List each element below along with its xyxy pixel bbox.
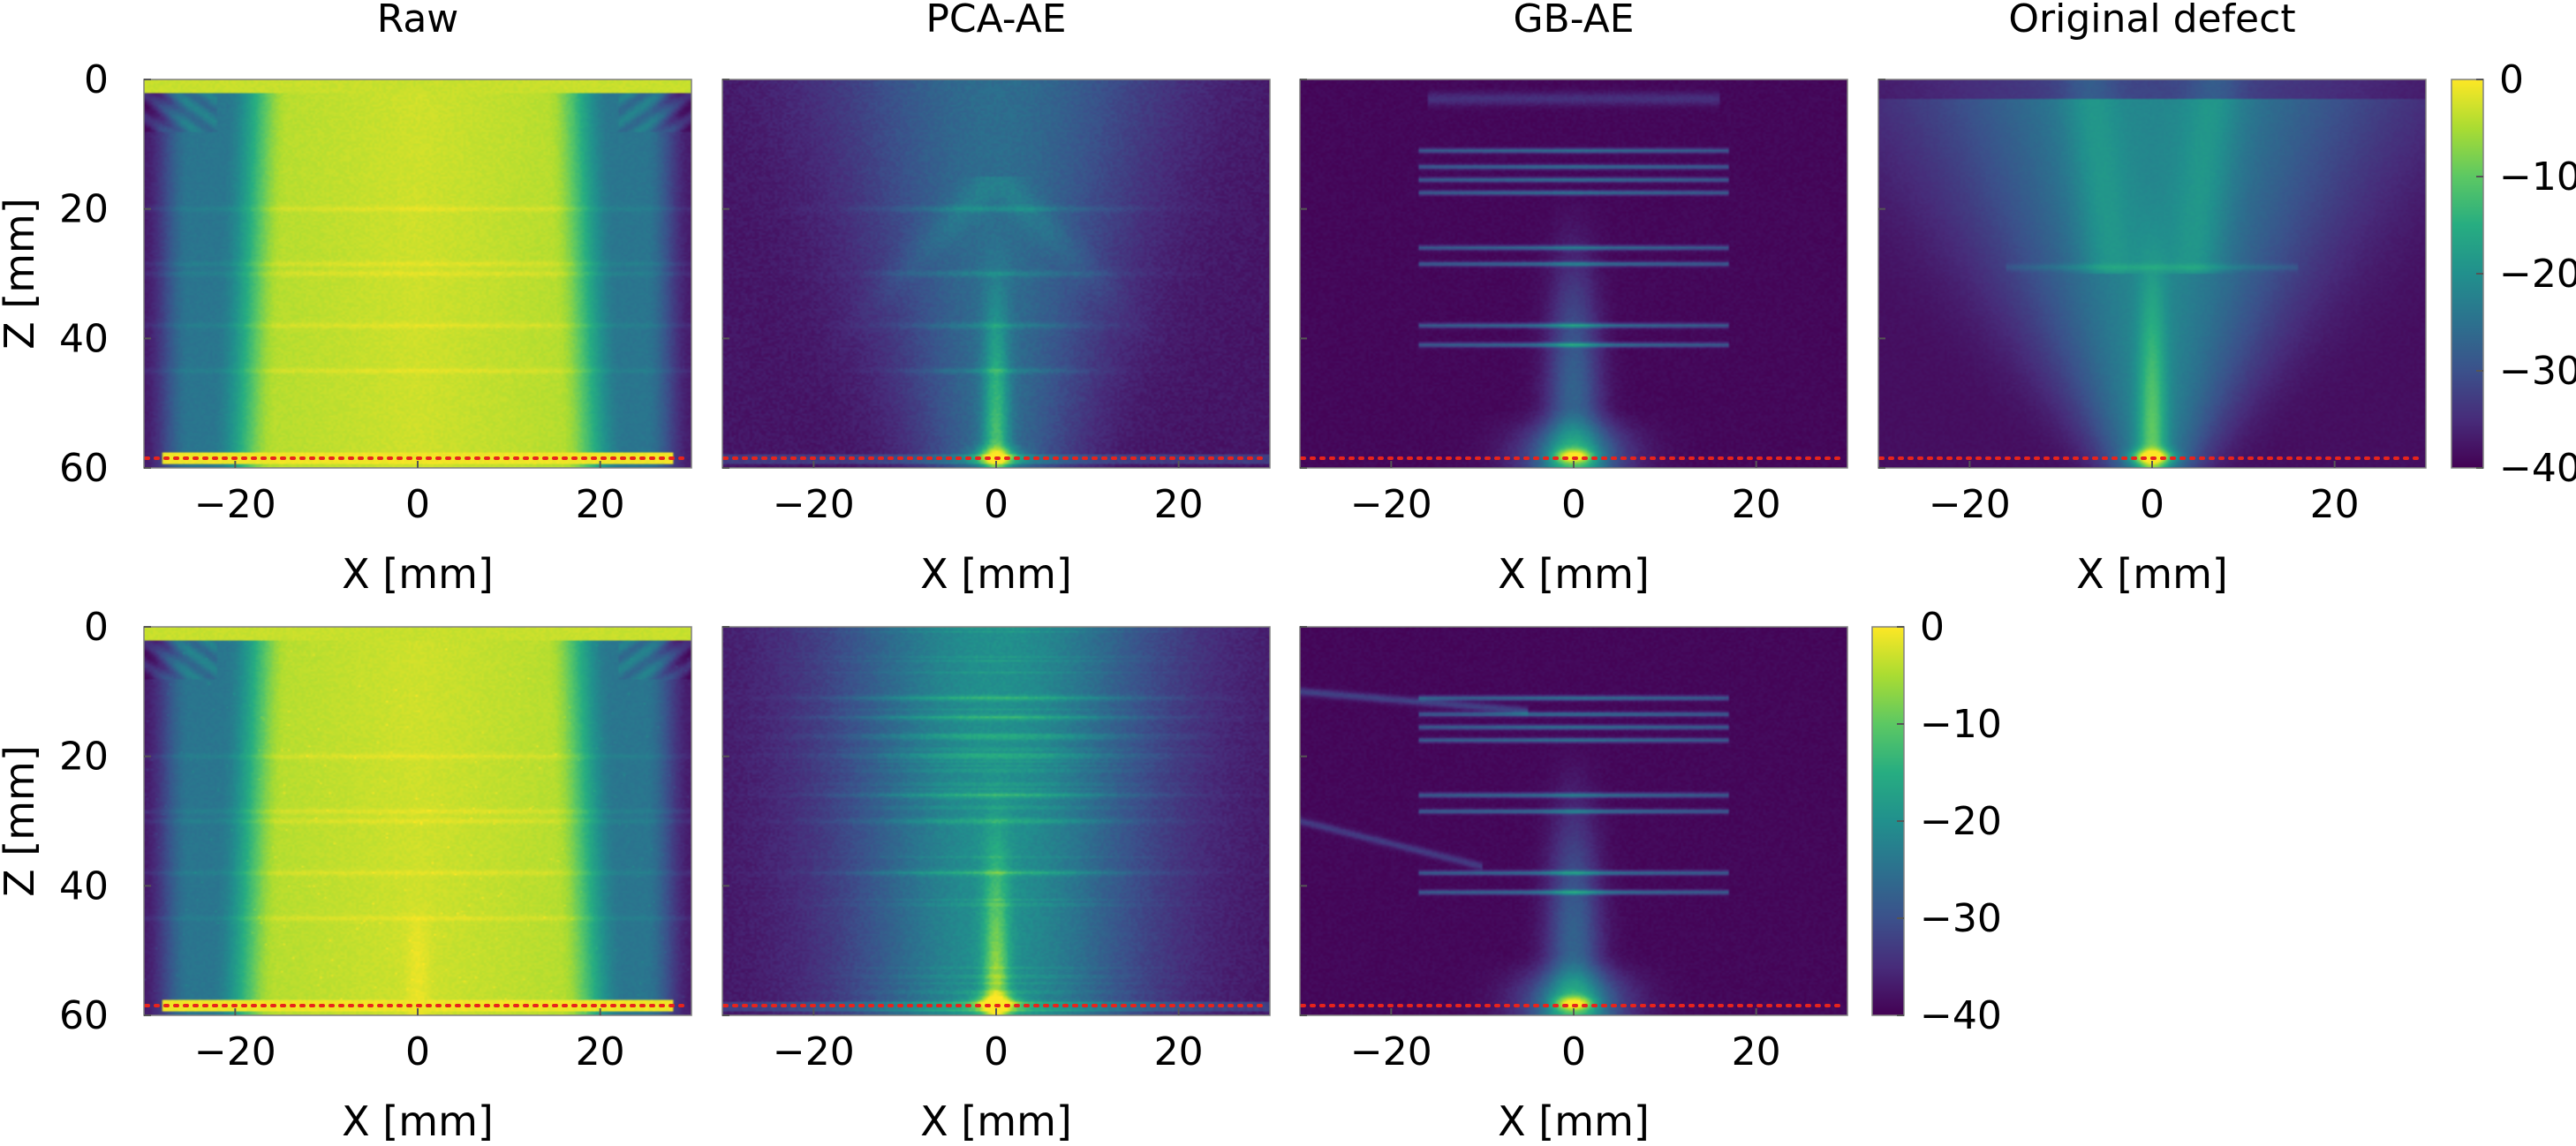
heatmap-image xyxy=(144,79,691,468)
x-tick-label: 0 xyxy=(1561,482,1586,527)
y-tick-label: 60 xyxy=(59,446,109,491)
x-axis-label: X [mm] xyxy=(342,550,494,598)
x-tick-label: −20 xyxy=(1350,1029,1432,1074)
x-tick-label: −20 xyxy=(1929,482,2011,527)
panel-title: PCA-AE xyxy=(925,0,1066,41)
heatmap-panel-gb-2 xyxy=(1299,626,1848,1016)
x-tick-label: 20 xyxy=(576,1029,625,1074)
y-axis-label: Z [mm] xyxy=(0,745,43,897)
x-tick-label: 20 xyxy=(1732,482,1781,527)
x-axis-label: X [mm] xyxy=(920,550,1072,598)
y-tick-label: 0 xyxy=(84,57,109,102)
x-tick-label: 20 xyxy=(576,482,625,527)
x-tick-label: 0 xyxy=(405,482,430,527)
colorbar-tick-label: −40 xyxy=(2499,446,2576,491)
x-tick-label: −20 xyxy=(773,1029,855,1074)
heatmap-image xyxy=(144,627,691,1015)
colorbar-tick-label: 0 xyxy=(2499,57,2524,102)
panel-title: GB-AE xyxy=(1513,0,1634,41)
x-tick-label: −20 xyxy=(1350,482,1432,527)
x-tick-label: −20 xyxy=(194,482,276,527)
y-axis-label: Z [mm] xyxy=(0,198,43,350)
colorbar-tick-label: 0 xyxy=(1920,605,1945,650)
x-tick-label: −20 xyxy=(773,482,855,527)
x-axis-label: X [mm] xyxy=(920,1097,1072,1145)
heatmap-image xyxy=(722,627,1270,1015)
x-tick-label: 20 xyxy=(1154,1029,1204,1074)
x-tick-label: 0 xyxy=(984,1029,1008,1074)
x-tick-label: 0 xyxy=(2140,482,2164,527)
heatmap-panel-raw-2 xyxy=(143,626,692,1016)
x-tick-label: 20 xyxy=(1732,1029,1781,1074)
y-tick-label: 40 xyxy=(59,863,109,909)
x-axis-label: X [mm] xyxy=(2076,550,2228,598)
x-axis-label: X [mm] xyxy=(1498,550,1650,598)
y-tick-label: 40 xyxy=(59,316,109,361)
colorbar-2 xyxy=(1871,626,1905,1016)
y-tick-label: 20 xyxy=(59,187,109,232)
colorbar-tick-label: −10 xyxy=(2499,155,2576,200)
panel-title: Original defect xyxy=(2008,0,2295,41)
x-tick-label: 0 xyxy=(984,482,1008,527)
colorbar-tick-label: −40 xyxy=(1920,993,2002,1038)
x-tick-label: 0 xyxy=(405,1029,430,1074)
x-tick-label: 0 xyxy=(1561,1029,1586,1074)
colorbar-tick-label: −30 xyxy=(2499,349,2576,394)
panel-title: Raw xyxy=(377,0,459,41)
y-tick-label: 60 xyxy=(59,993,109,1038)
heatmap-panel-orig-1 xyxy=(1877,79,2427,469)
colorbar-tick-label: −20 xyxy=(1920,799,2002,844)
heatmap-image xyxy=(722,79,1270,468)
heatmap-image xyxy=(1300,627,1847,1015)
colorbar-tick-label: −10 xyxy=(1920,702,2002,747)
x-axis-label: X [mm] xyxy=(342,1097,494,1145)
colorbar-tick-label: −30 xyxy=(1920,896,2002,941)
y-tick-label: 20 xyxy=(59,735,109,780)
heatmap-panel-pca-1 xyxy=(721,79,1271,469)
y-tick-label: 0 xyxy=(84,605,109,650)
heatmap-image xyxy=(1878,79,2426,468)
colorbar-1 xyxy=(2451,79,2484,469)
x-tick-label: 20 xyxy=(1154,482,1204,527)
x-tick-label: 20 xyxy=(2310,482,2360,527)
heatmap-panel-gb-1 xyxy=(1299,79,1848,469)
heatmap-image xyxy=(1300,79,1847,468)
x-tick-label: −20 xyxy=(194,1029,276,1074)
x-axis-label: X [mm] xyxy=(1498,1097,1650,1145)
heatmap-panel-raw-1 xyxy=(143,79,692,469)
colorbar-tick-label: −20 xyxy=(2499,252,2576,297)
heatmap-panel-pca-2 xyxy=(721,626,1271,1016)
